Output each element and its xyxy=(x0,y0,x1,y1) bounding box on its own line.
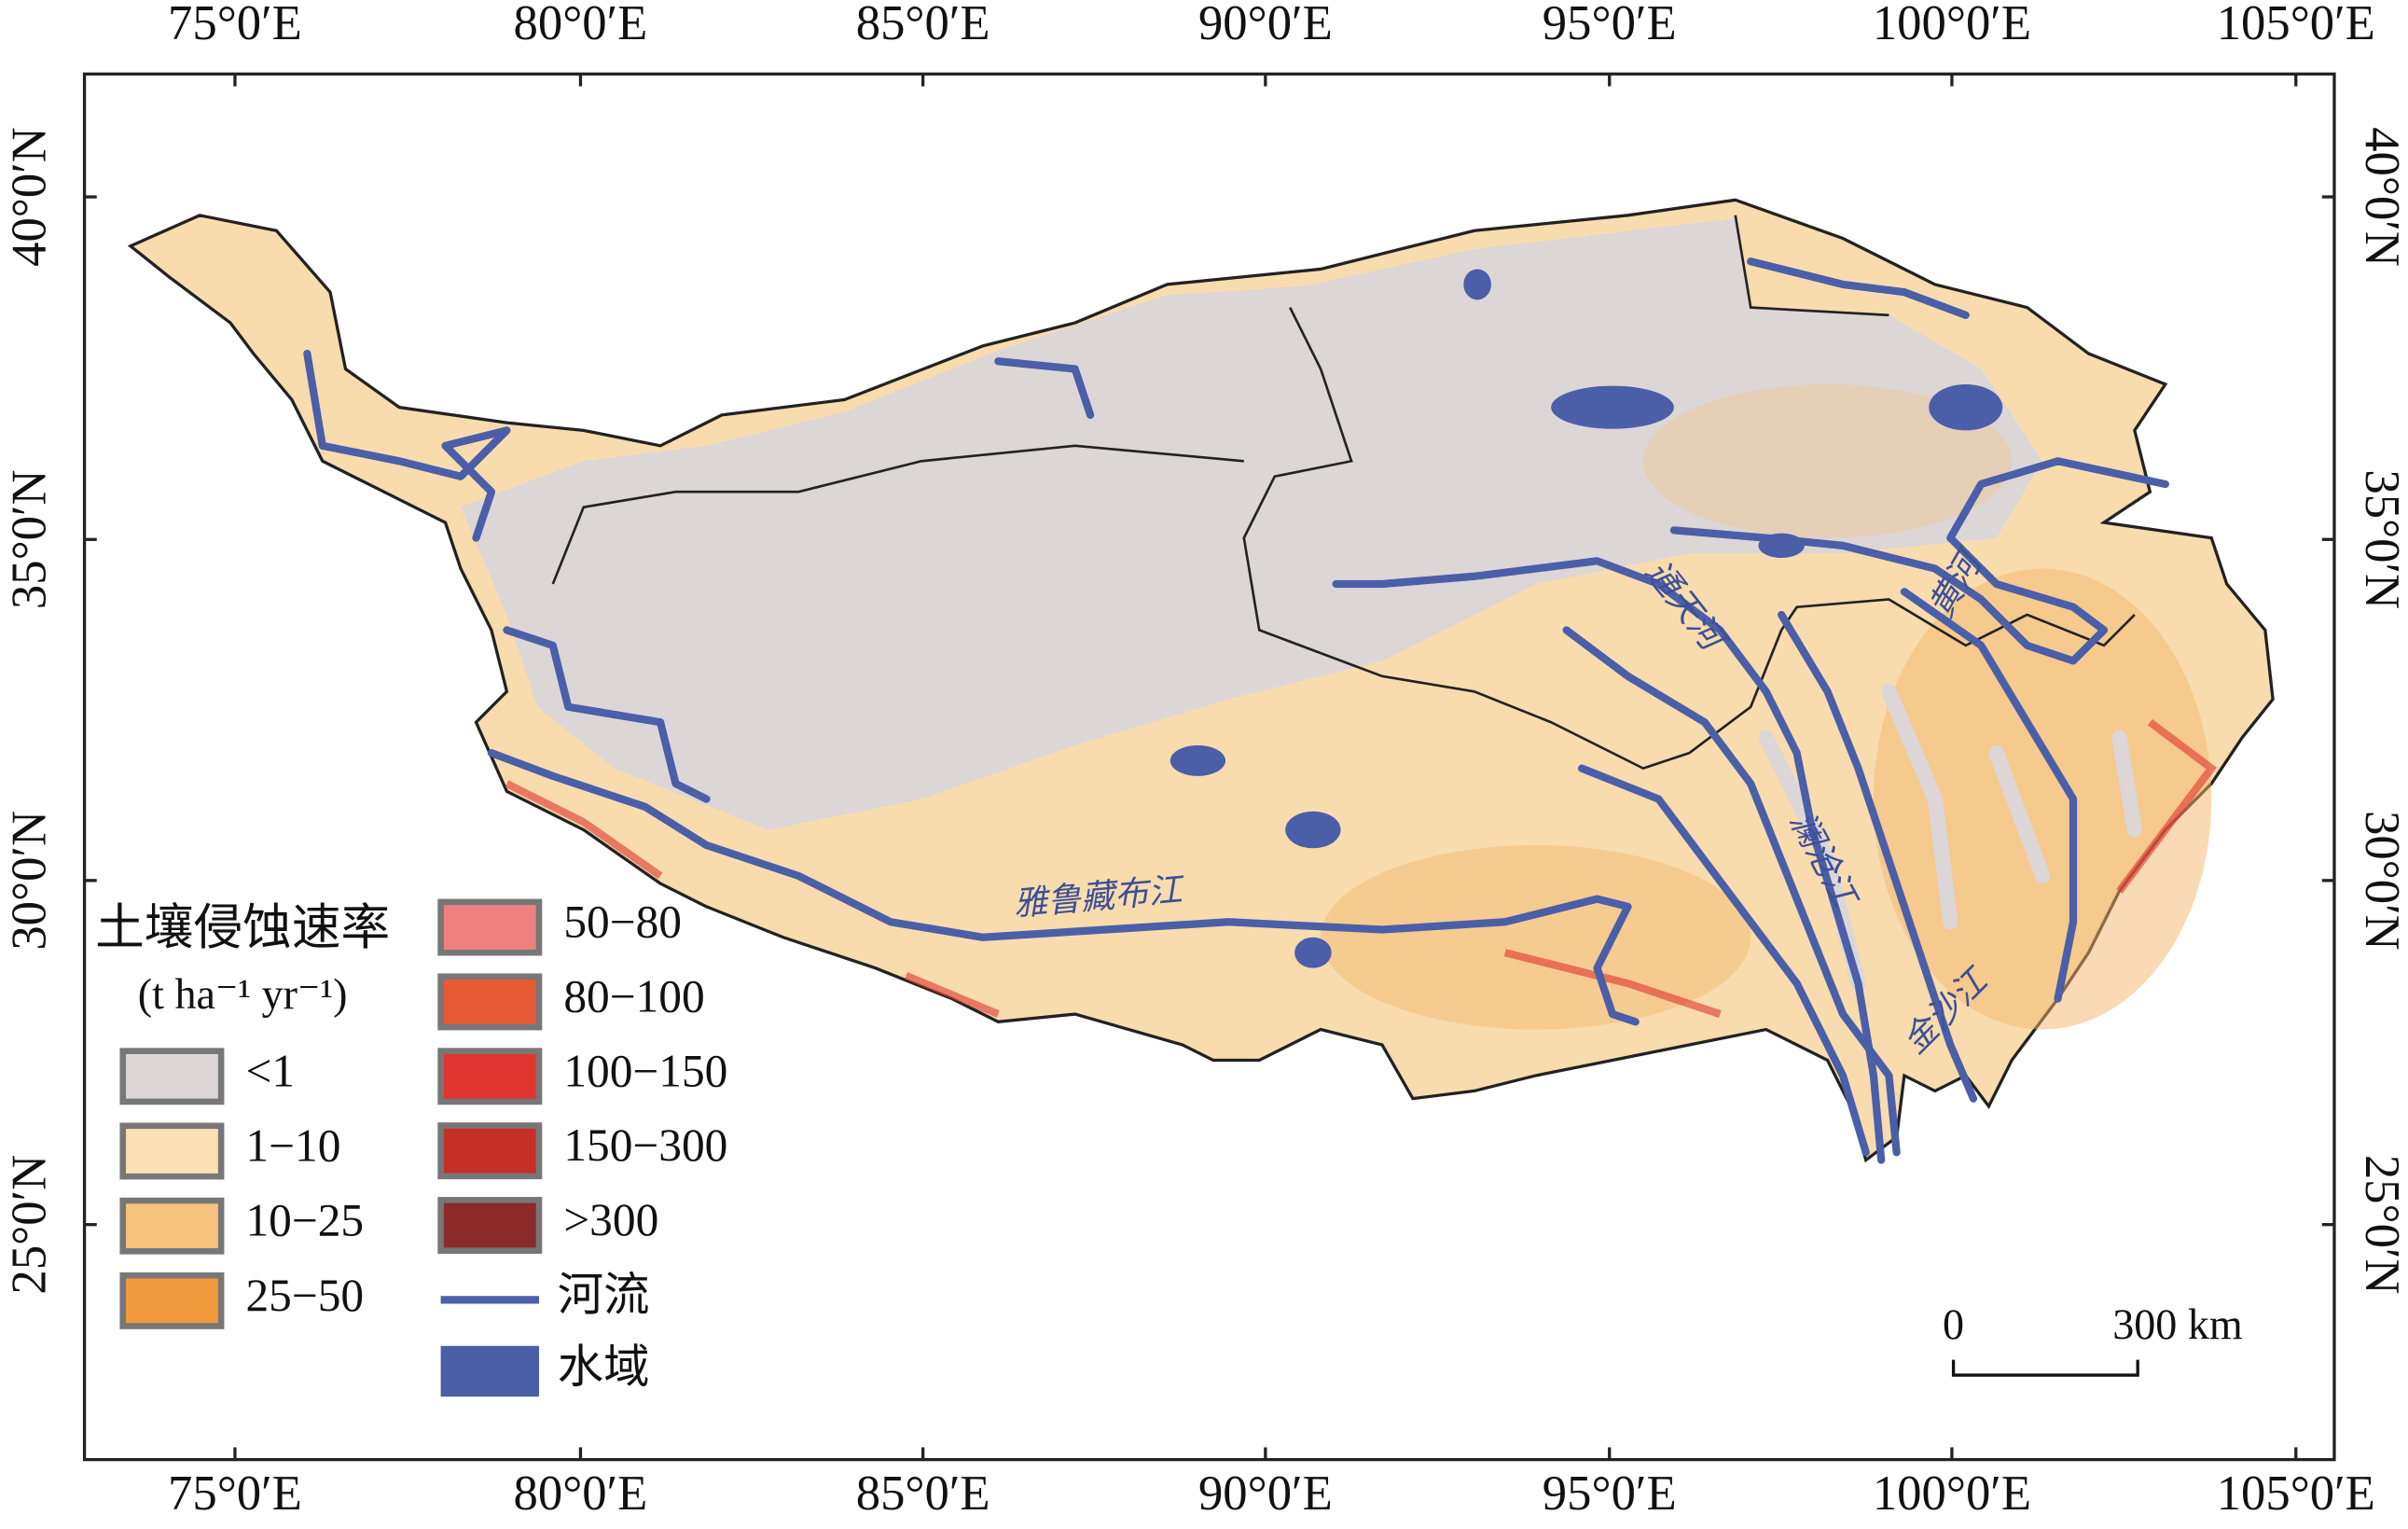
scale-bar: 0 300 km xyxy=(1943,1300,2243,1377)
lon-label: 95°0′E xyxy=(1543,1466,1677,1521)
legend-swatch xyxy=(119,1272,225,1329)
legend-label: 1−10 xyxy=(245,1119,340,1171)
legend-label: <1 xyxy=(245,1045,295,1096)
lon-label: 75°0′E xyxy=(168,0,302,50)
legend-label: 河流 xyxy=(558,1270,650,1321)
lat-label: 40°0′N xyxy=(2,127,56,267)
rivers xyxy=(303,257,2169,1164)
lat-label: 25°0′N xyxy=(2,1155,56,1295)
legend-label: 80−100 xyxy=(563,970,704,1022)
legend-swatch xyxy=(437,973,543,1031)
lon-label: 95°0′E xyxy=(1543,0,1677,50)
legend-label: 50−80 xyxy=(563,897,682,948)
scale-label: 300 km xyxy=(2112,1300,2243,1348)
legend-water xyxy=(440,1345,539,1397)
lat-label: 40°0′N xyxy=(2355,127,2408,267)
legend-swatch xyxy=(119,1197,225,1255)
lon-label: 100°0′E xyxy=(1873,1466,2031,1521)
lat-label: 35°0′N xyxy=(2,469,56,609)
legend-swatch xyxy=(437,1197,543,1254)
legend-label: >300 xyxy=(563,1194,658,1245)
lon-label: 100°0′E xyxy=(1873,0,2031,50)
lon-label: 80°0′E xyxy=(514,0,648,50)
lat-label: 35°0′N xyxy=(2355,469,2408,609)
scale-label: 0 xyxy=(1943,1300,1964,1348)
legend-label: 25−50 xyxy=(245,1270,364,1321)
legend: 土壤侵蚀速率 (t ha⁻¹ yr⁻¹) <1 1−10 10−25 25−50 50−80… xyxy=(95,897,727,1397)
plateau xyxy=(127,198,2275,1163)
lon-label: 80°0′E xyxy=(514,1466,648,1521)
legend-label: 150−300 xyxy=(563,1119,727,1171)
lat-label: 30°0′N xyxy=(2355,811,2408,951)
lon-label: 85°0′E xyxy=(856,0,990,50)
legend-swatch xyxy=(119,1122,225,1180)
lon-label: 90°0′E xyxy=(1198,0,1333,50)
lat-label: 25°0′N xyxy=(2355,1155,2408,1295)
lon-label: 105°0′E xyxy=(2217,1466,2375,1521)
legend-swatch xyxy=(437,1122,543,1180)
legend-label: 100−150 xyxy=(563,1045,727,1096)
legend-label: 10−25 xyxy=(245,1195,364,1246)
lat-label: 30°0′N xyxy=(2,811,56,951)
legend-swatch xyxy=(437,1048,543,1105)
legend-swatch xyxy=(437,898,543,956)
lon-label: 90°0′E xyxy=(1198,1466,1333,1521)
legend-swatch xyxy=(119,1048,225,1105)
lon-label: 85°0′E xyxy=(856,1466,990,1521)
lon-label: 105°0′E xyxy=(2217,0,2375,50)
lon-label: 75°0′E xyxy=(168,1466,302,1521)
legend-unit: (t ha⁻¹ yr⁻¹) xyxy=(138,970,348,1018)
legend-label: 水域 xyxy=(558,1341,650,1393)
legend-title: 土壤侵蚀速率 xyxy=(95,901,390,955)
